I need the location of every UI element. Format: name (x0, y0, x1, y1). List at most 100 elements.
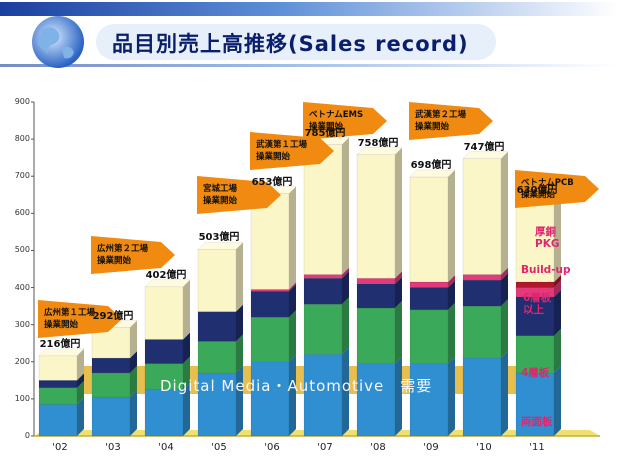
bar-segment (197, 372, 237, 437)
bar-segment (250, 291, 290, 318)
callout-label: 操業開始 (521, 189, 556, 200)
bar-segment (409, 363, 449, 437)
bar-top (197, 242, 244, 250)
x-tick-label: '04 (158, 442, 174, 453)
callout-label: 操業開始 (203, 195, 238, 206)
callout-arrow (197, 176, 281, 214)
y-tick-label: 600 (14, 208, 30, 218)
bar-value-label: 653億円 (251, 176, 293, 188)
bar-segment (303, 354, 343, 437)
bar-segment (462, 305, 502, 359)
legend-label: PKG (535, 238, 560, 250)
bar-segment-side (395, 276, 402, 308)
bar-segment-side (342, 137, 349, 275)
callout-label: 操業開始 (309, 121, 344, 132)
bar-segment-side (77, 373, 84, 388)
bar-segment-side (130, 320, 137, 359)
bar-top (144, 279, 191, 288)
bar-segment (303, 274, 343, 279)
bar-segment (303, 278, 343, 305)
bar-top (38, 348, 85, 357)
bar-top (409, 169, 456, 178)
bar-segment (250, 361, 290, 437)
x-tick-label: '10 (476, 442, 492, 453)
legend-label: 以上 (523, 304, 544, 316)
bar-segment (515, 372, 555, 437)
bar-segment-side (342, 267, 349, 279)
bar-top (462, 151, 509, 160)
bar-segment-side (289, 284, 296, 318)
bar-segment-side (183, 279, 190, 340)
bar-segment (356, 283, 396, 309)
bar-segment (38, 387, 78, 405)
legend-label: 厚銅 (535, 226, 556, 238)
callout-label: ベトナムPCB (521, 178, 574, 188)
legend-label: 6層板 (523, 292, 552, 304)
bar-segment (462, 274, 502, 281)
x-tick-label: '11 (529, 442, 545, 453)
bar-value-label: 630億円 (516, 185, 558, 197)
bar-segment (250, 193, 290, 290)
bar-segment (144, 363, 184, 390)
bar-segment-side (395, 356, 402, 436)
bar-segment-side (448, 274, 455, 288)
y-tick-label: 0 (24, 431, 30, 440)
callout-label: 広州第１工場 (44, 307, 96, 318)
x-tick-label: '08 (370, 442, 386, 453)
bar-segment-side (77, 380, 84, 405)
bar-segment-side (77, 348, 84, 381)
callout-arrow (250, 132, 334, 170)
callout-label: 操業開始 (44, 319, 79, 330)
bar-segment (356, 307, 396, 364)
bar-segment (409, 309, 449, 364)
globe-icon (32, 16, 84, 68)
bar-segment-side (554, 280, 561, 297)
x-tick-label: '06 (264, 442, 280, 453)
bar-segment (303, 144, 343, 275)
legend-label: Build-up (521, 264, 571, 276)
bar-segment (250, 316, 290, 363)
bar-segment-side (236, 365, 243, 436)
callout-arrow (303, 102, 387, 140)
bar-value-label: 216億円 (39, 338, 81, 350)
callout-label: 武漢第１工場 (256, 139, 308, 150)
bar-segment-side (130, 390, 137, 436)
callout-label: 宮城工場 (203, 183, 238, 194)
bar-segment (38, 380, 78, 389)
bar-segment (91, 357, 131, 374)
bar-segment-side (554, 195, 561, 282)
y-tick-label: 100 (14, 393, 30, 403)
bar-segment-side (342, 297, 349, 355)
y-tick-label: 500 (14, 245, 30, 255)
trend-arrow-label: Digital Media・Automotive 需要 (160, 377, 433, 395)
bar-segment (144, 389, 184, 437)
bar-segment (356, 154, 396, 279)
bar-value-label: 402億円 (145, 269, 187, 281)
bar-segment (462, 279, 502, 307)
bar-segment-side (501, 299, 508, 359)
callout-arrow (409, 102, 493, 140)
legend-label: 両面板 (521, 416, 553, 428)
bar-segment-side (501, 351, 508, 436)
bar-segment-side (395, 300, 402, 364)
bar-value-label: 503億円 (198, 232, 240, 244)
bar-segment-side (236, 304, 243, 342)
callout-label: 武漢第２工場 (415, 109, 467, 120)
bar-segment-side (289, 282, 296, 292)
bar-value-label: 698億円 (410, 159, 452, 171)
bar-segment (356, 278, 396, 285)
bar-segment-side (501, 151, 508, 275)
callout-arrow (91, 236, 175, 274)
callout-label: 操業開始 (97, 255, 132, 266)
bar-segment (250, 289, 290, 292)
bar-segment (303, 304, 343, 355)
bar-segment (515, 281, 555, 288)
y-tick-label: 300 (14, 319, 30, 329)
bar-segment (144, 286, 184, 340)
bar-segment (197, 311, 237, 342)
callout-label: ベトナムEMS (309, 110, 363, 120)
bar-value-label: 785億円 (304, 127, 346, 139)
y-tick-label: 800 (14, 134, 30, 144)
